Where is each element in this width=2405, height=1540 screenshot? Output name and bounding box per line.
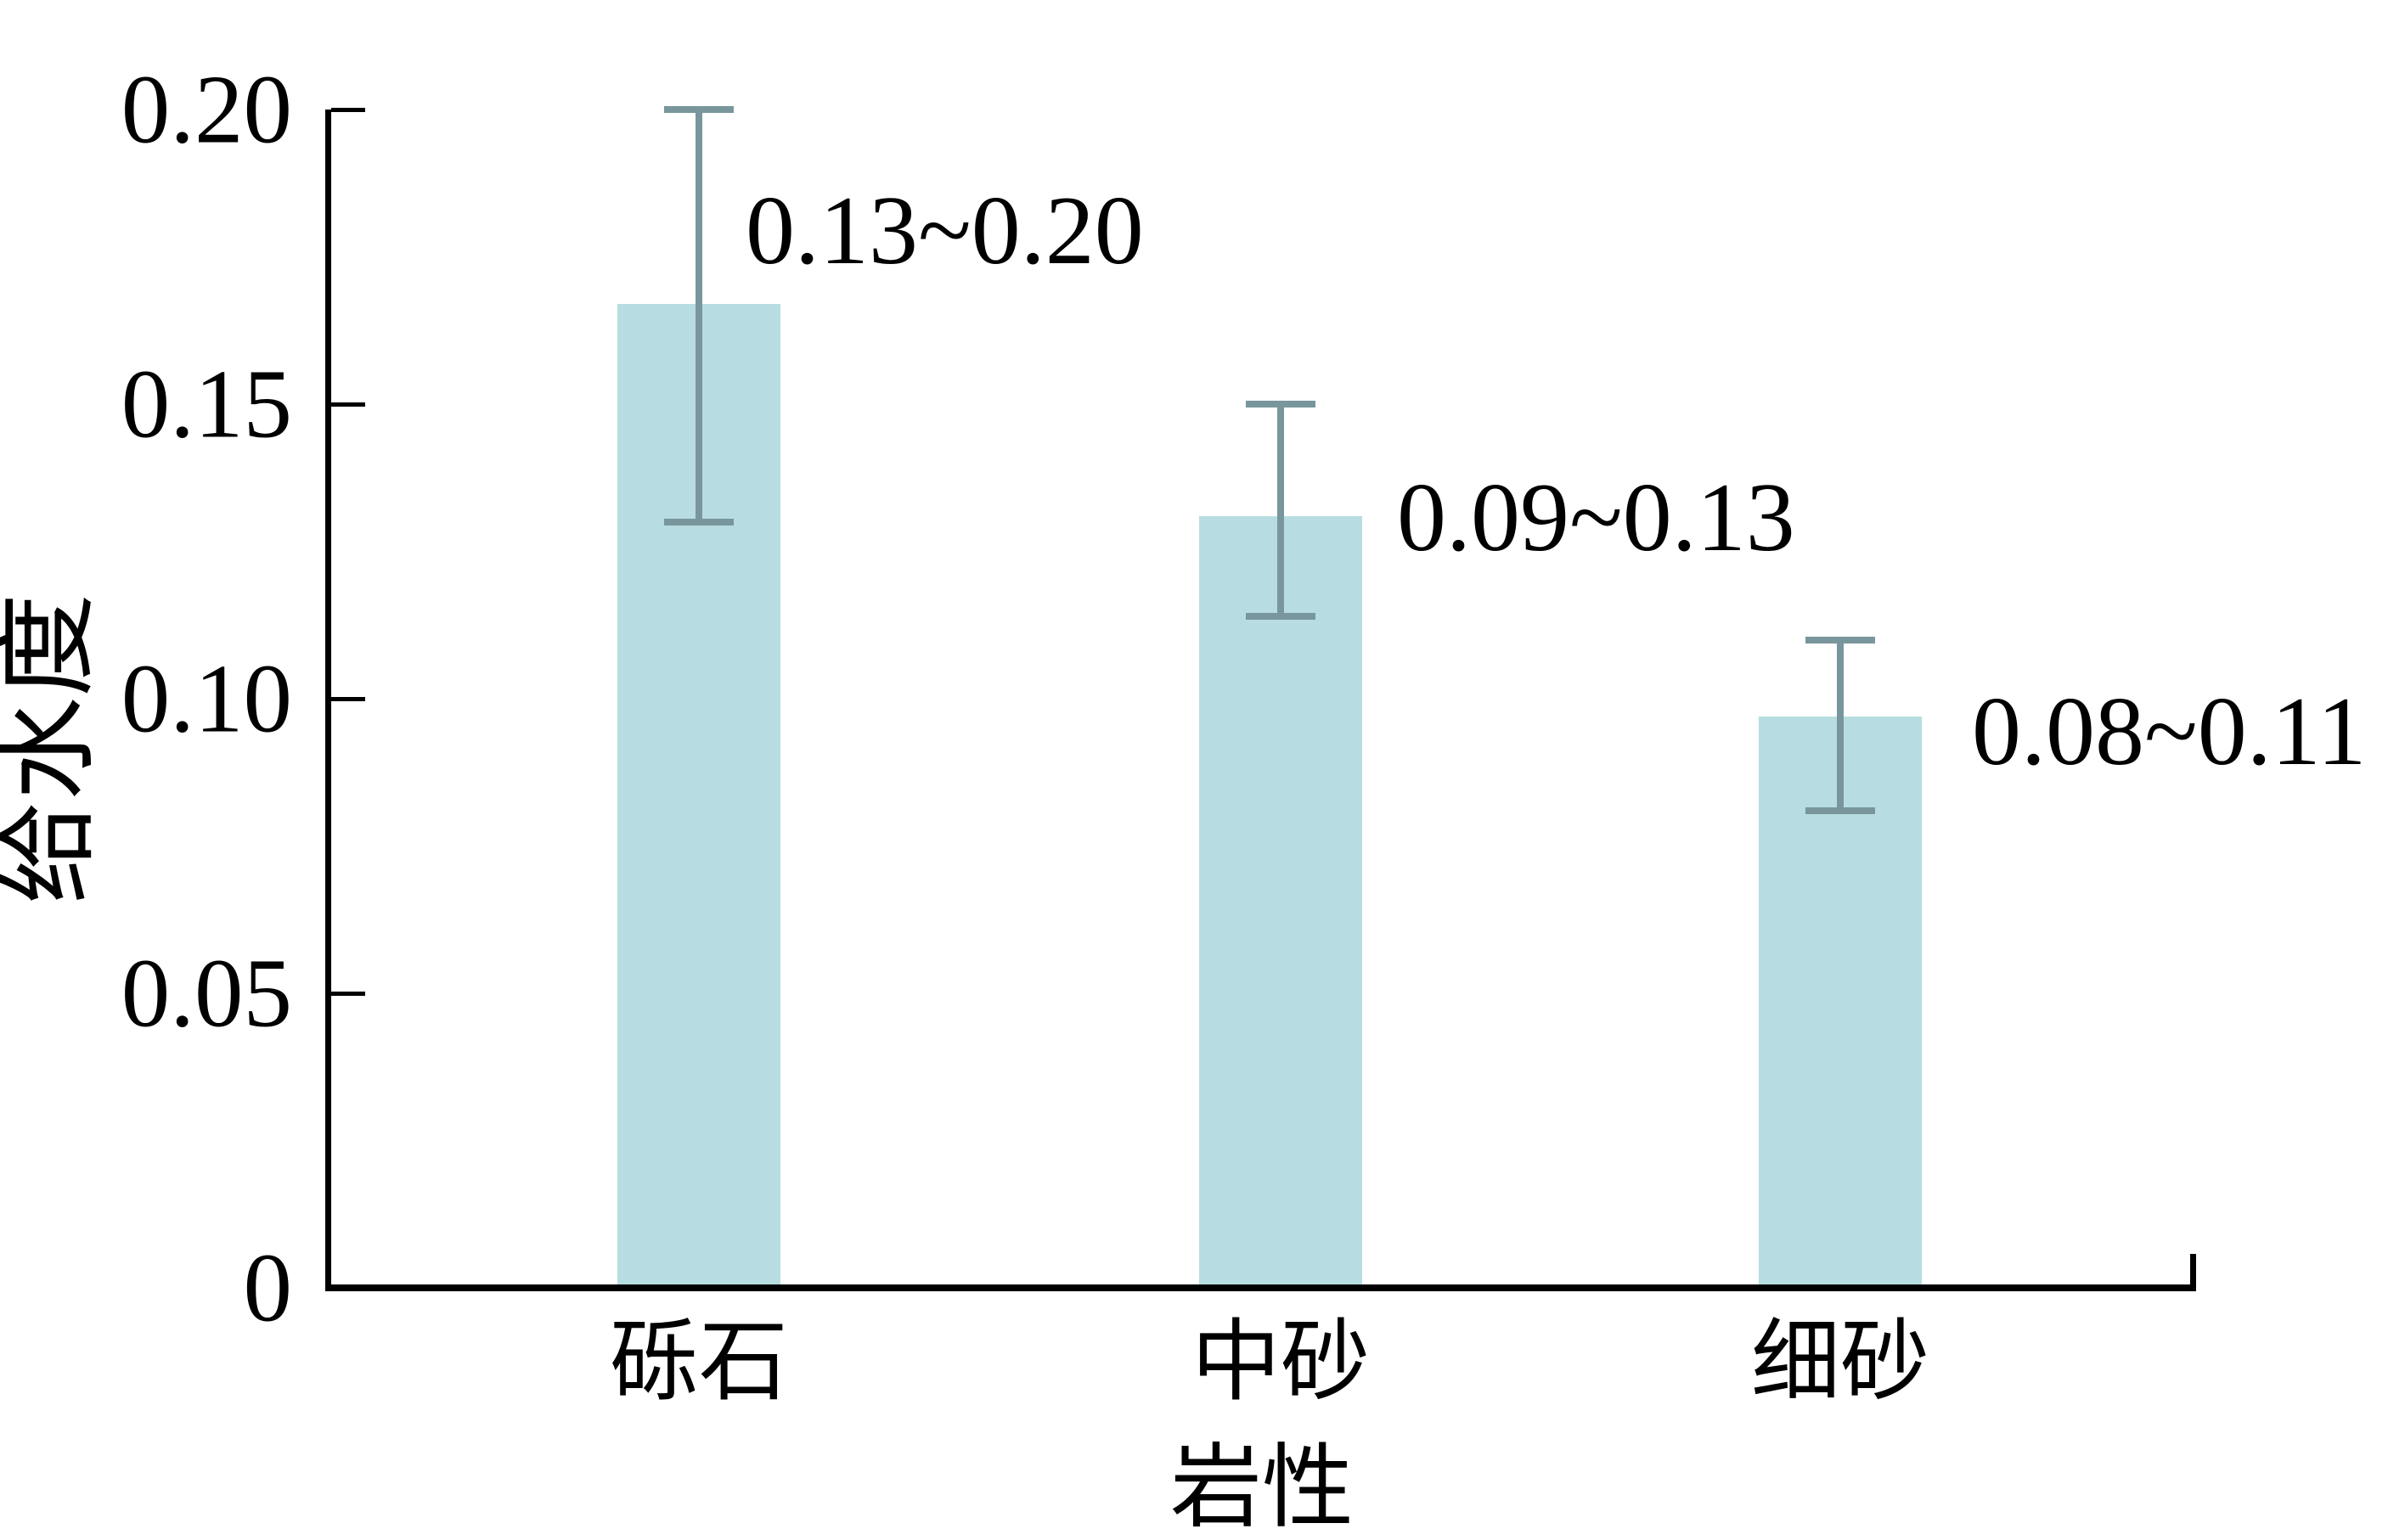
bar-annotation: 0.13~0.20 — [746, 177, 1144, 285]
y-axis-title: 给水度 — [0, 593, 105, 904]
y-tick — [331, 107, 365, 112]
error-bar — [1837, 639, 1844, 811]
y-tick-label: 0.15 — [121, 350, 292, 458]
x-axis-title: 岩性 — [1169, 1438, 1355, 1539]
y-tick — [331, 991, 365, 996]
error-bar — [1277, 404, 1284, 616]
error-cap-top — [1246, 401, 1315, 407]
y-tick-label: 0 — [243, 1234, 293, 1342]
error-cap-bottom — [1805, 807, 1875, 814]
bar — [1199, 515, 1362, 1288]
error-cap-top — [664, 106, 734, 113]
y-tick — [331, 696, 365, 701]
error-bar — [696, 110, 702, 522]
x-category-label: 砾石 — [609, 1312, 789, 1412]
y-tick-label: 0.05 — [121, 939, 292, 1048]
x-axis-line — [325, 1284, 2196, 1291]
y-axis-line — [325, 110, 331, 1288]
y-tick-label: 0.20 — [121, 55, 292, 164]
error-cap-top — [1805, 636, 1875, 644]
error-cap-bottom — [664, 518, 734, 526]
error-cap-bottom — [1246, 612, 1315, 620]
x-category-label: 中砂 — [1191, 1312, 1371, 1412]
x-axis-end-tick — [2190, 1254, 2196, 1288]
bar-annotation: 0.08~0.11 — [1972, 677, 2367, 786]
bar-annotation: 0.09~0.13 — [1397, 464, 1795, 572]
y-tick-label: 0.10 — [121, 644, 292, 753]
y-tick — [331, 402, 365, 407]
x-category-label: 细砂 — [1750, 1312, 1930, 1412]
